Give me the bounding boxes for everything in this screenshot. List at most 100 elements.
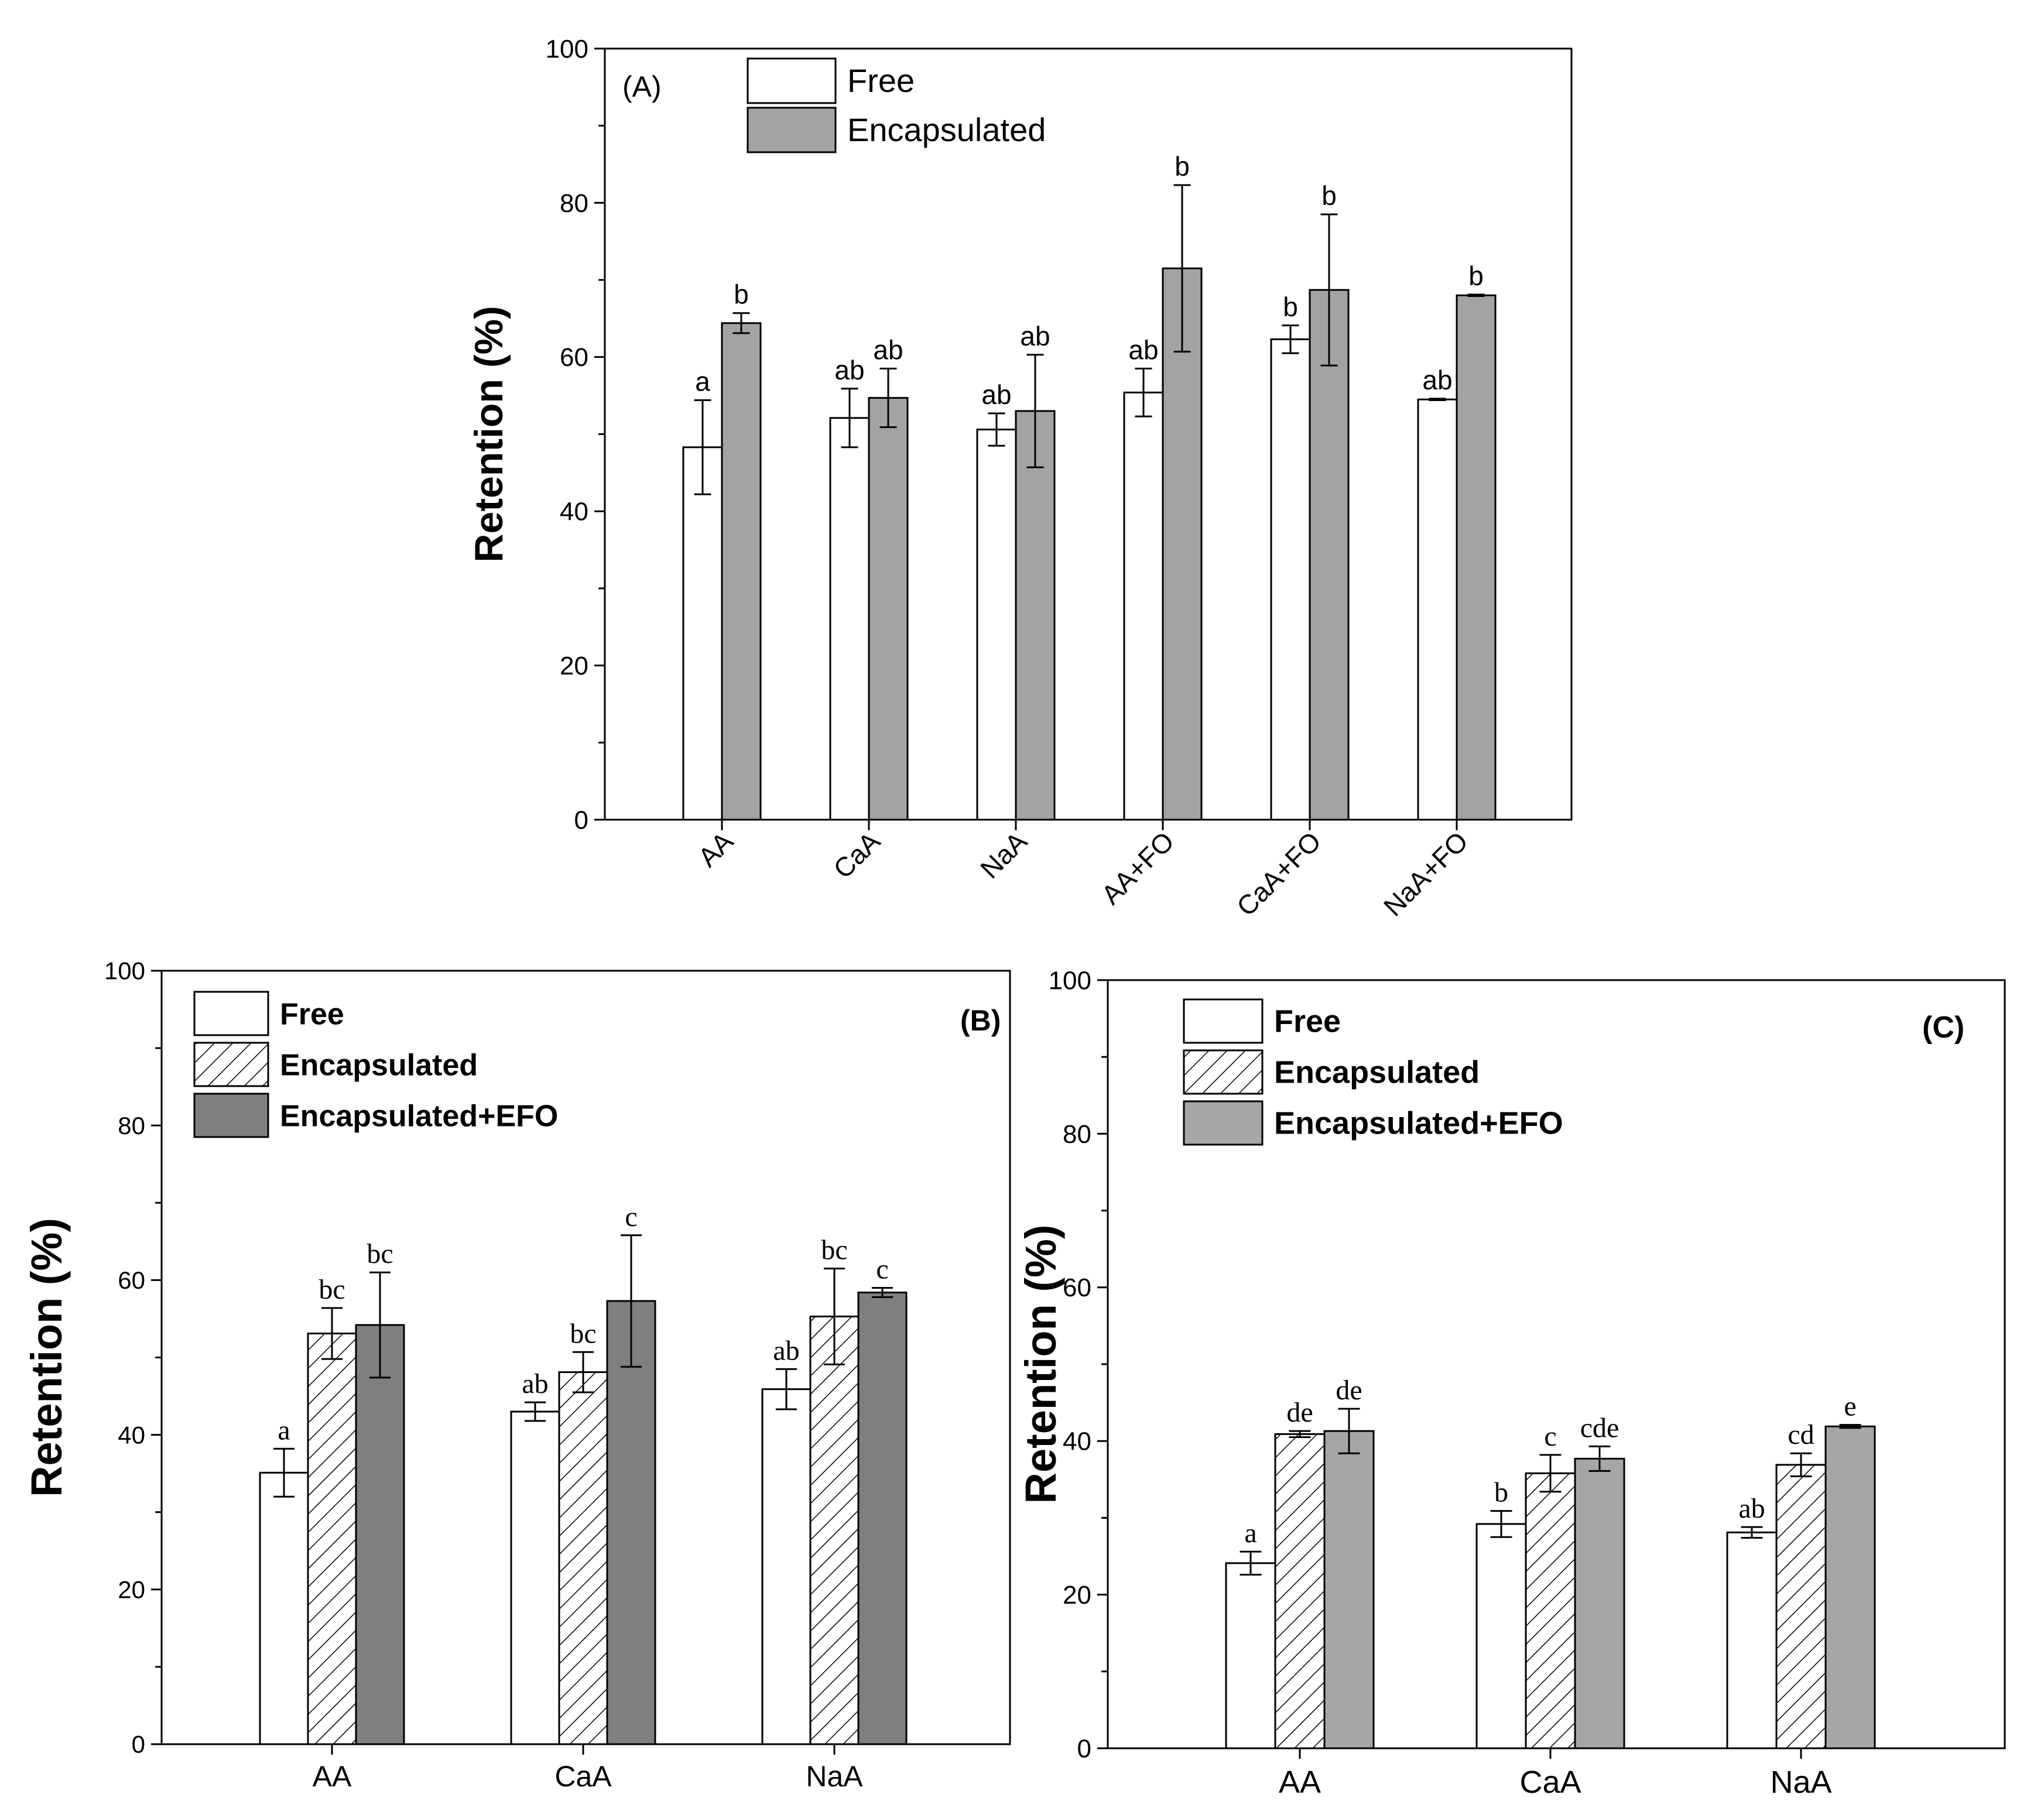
legend-label: Encapsulated+EFO xyxy=(1274,1106,1563,1141)
significance-letter: b xyxy=(1321,180,1337,211)
x-category-label: AA xyxy=(313,1760,352,1793)
significance-letter: ab xyxy=(522,1368,548,1399)
bar xyxy=(1456,294,1497,821)
bar xyxy=(1309,289,1350,821)
legend-swatch xyxy=(193,1093,269,1138)
bar xyxy=(510,1410,560,1745)
x-category-label: NaA+FO xyxy=(1378,826,1474,922)
y-tick-label: 40 xyxy=(1063,1427,1091,1456)
bar xyxy=(1162,267,1203,821)
y-tick-label: 0 xyxy=(574,806,588,834)
legend-label: Free xyxy=(1274,1004,1341,1039)
bar xyxy=(1270,338,1311,821)
significance-letter: ab xyxy=(1422,365,1452,395)
bar xyxy=(307,1333,357,1745)
significance-letter: cde xyxy=(1580,1412,1620,1443)
x-category-label: NaA xyxy=(806,1760,863,1793)
significance-letter: ab xyxy=(873,335,903,365)
legend-label: Encapsulated xyxy=(847,111,1046,148)
y-tick-label: 20 xyxy=(118,1576,145,1604)
bar xyxy=(355,1324,405,1745)
y-tick-label: 40 xyxy=(560,498,588,526)
significance-letter: bc xyxy=(319,1274,345,1305)
bar xyxy=(976,429,1017,821)
significance-letter: bc xyxy=(570,1318,596,1349)
y-tick-label: 40 xyxy=(118,1421,145,1449)
bar xyxy=(682,446,723,821)
bar xyxy=(558,1371,608,1745)
bar xyxy=(857,1292,908,1745)
bar xyxy=(1015,410,1056,821)
x-category-label: CaA xyxy=(827,826,886,884)
bar xyxy=(1417,398,1458,821)
y-axis-label: Retention (%) xyxy=(22,1218,71,1497)
y-axis-label: Retention (%) xyxy=(467,306,511,562)
significance-letter: de xyxy=(1286,1397,1313,1428)
x-category-label: CaA+FO xyxy=(1231,826,1327,922)
significance-letter: e xyxy=(1844,1391,1856,1422)
legend-label: Free xyxy=(280,998,344,1032)
bar xyxy=(1274,1433,1326,1749)
significance-letter: ab xyxy=(1020,321,1050,351)
significance-letter: a xyxy=(1244,1518,1256,1549)
legend-swatch xyxy=(1183,1049,1264,1095)
y-axis-label: Retention (%) xyxy=(1016,1225,1065,1504)
significance-letter: bc xyxy=(821,1235,847,1266)
y-tick-label: 20 xyxy=(560,652,588,680)
significance-letter: b xyxy=(734,279,749,310)
significance-letter: b xyxy=(1494,1477,1508,1508)
y-tick-label: 100 xyxy=(1049,966,1091,995)
x-category-label: CaA xyxy=(554,1760,612,1793)
legend-label: Encapsulated xyxy=(280,1049,478,1083)
significance-letter: b xyxy=(1175,151,1190,182)
significance-letter: a xyxy=(695,367,710,397)
bar xyxy=(809,1315,860,1745)
y-tick-label: 0 xyxy=(1077,1734,1091,1763)
bar xyxy=(1225,1562,1276,1749)
bar xyxy=(721,322,762,821)
y-tick-label: 60 xyxy=(560,343,588,372)
bar xyxy=(259,1471,309,1745)
legend-label: Free xyxy=(847,62,915,99)
x-category-label: CaA xyxy=(1519,1765,1581,1800)
y-tick-label: 0 xyxy=(132,1731,145,1758)
x-category-label: AA+FO xyxy=(1095,826,1180,910)
significance-letter: cd xyxy=(1788,1419,1814,1450)
significance-letter: a xyxy=(278,1415,290,1446)
bar xyxy=(1123,391,1164,821)
bar xyxy=(1775,1464,1827,1749)
legend-label: Encapsulated xyxy=(1274,1055,1480,1090)
panel-label: (C) xyxy=(1922,1011,1964,1045)
legend-swatch xyxy=(747,107,837,153)
legend-swatch xyxy=(193,991,269,1036)
significance-letter: ab xyxy=(834,355,864,385)
y-tick-label: 60 xyxy=(1063,1273,1091,1302)
y-tick-label: 80 xyxy=(118,1112,145,1139)
x-category-label: AA xyxy=(692,826,739,872)
significance-letter: de xyxy=(1336,1375,1362,1406)
significance-letter: ab xyxy=(773,1335,799,1366)
bar xyxy=(1574,1457,1625,1749)
y-tick-label: 100 xyxy=(104,957,145,985)
significance-letter: c xyxy=(876,1254,888,1285)
bar xyxy=(761,1388,812,1745)
bar xyxy=(1323,1430,1375,1749)
legend-swatch xyxy=(1183,1100,1264,1146)
legend-swatch xyxy=(193,1042,269,1087)
significance-letter: ab xyxy=(1738,1493,1765,1524)
significance-letter: b xyxy=(1468,261,1484,291)
panel-label: (A) xyxy=(622,70,662,103)
significance-letter: bc xyxy=(367,1238,393,1269)
legend-swatch xyxy=(1183,998,1264,1044)
significance-letter: ab xyxy=(981,379,1011,410)
x-category-label: NaA xyxy=(974,826,1033,884)
bar xyxy=(1475,1523,1527,1749)
bar xyxy=(868,397,909,821)
significance-letter: b xyxy=(1283,292,1298,322)
bar xyxy=(1824,1425,1876,1749)
y-tick-label: 80 xyxy=(560,189,588,218)
